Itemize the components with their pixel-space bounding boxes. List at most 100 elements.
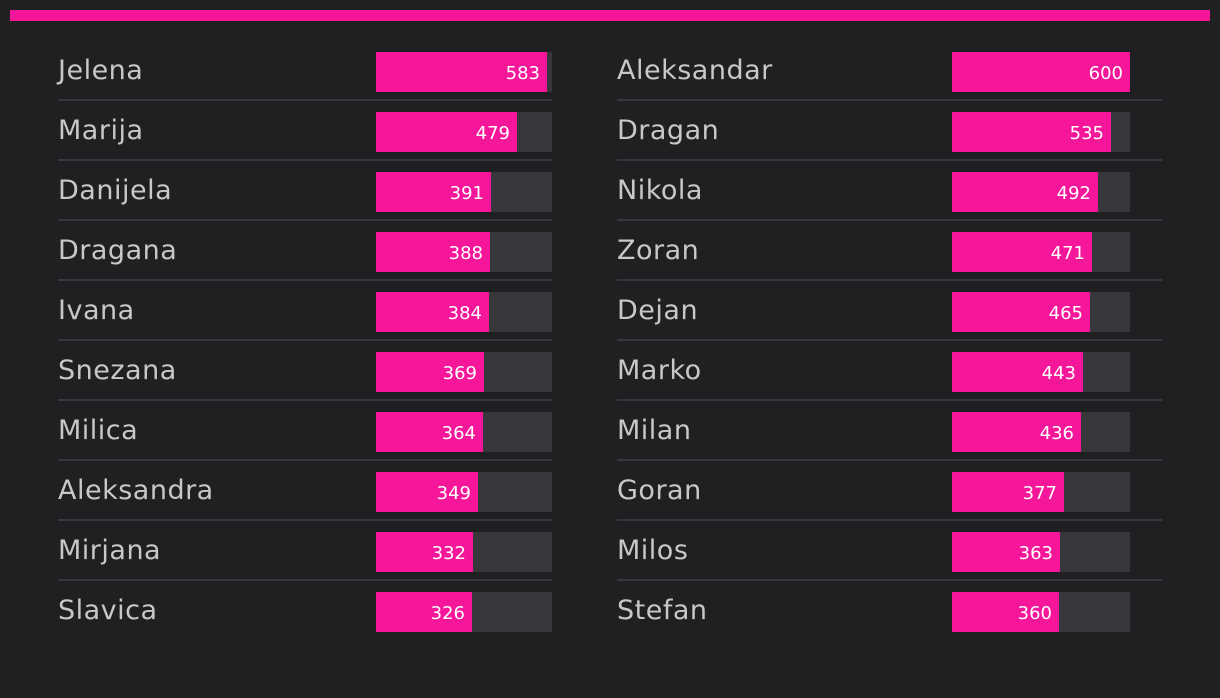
- bar-row: Dejan 465: [617, 281, 1162, 341]
- bar: 388: [376, 232, 490, 272]
- bar-value-label: 349: [436, 483, 471, 504]
- bar-row: Milica 364: [58, 401, 552, 461]
- bar-row: Goran 377: [617, 461, 1162, 521]
- bar-category-label: Dragana: [58, 235, 178, 266]
- bar: 360: [952, 592, 1059, 632]
- bar-category-label: Dragan: [617, 115, 720, 146]
- bar: 369: [376, 352, 484, 392]
- bar: 384: [376, 292, 489, 332]
- bar-value-label: 436: [1039, 423, 1074, 444]
- bar-track: 369: [376, 352, 552, 392]
- bar-category-label: Marko: [617, 355, 702, 386]
- bar-track: 363: [952, 532, 1130, 572]
- bar: 443: [952, 352, 1083, 392]
- bar-row: Milos 363: [617, 521, 1162, 581]
- bar-value-label: 600: [1088, 63, 1123, 84]
- bar: 391: [376, 172, 491, 212]
- bar: 535: [952, 112, 1111, 152]
- bar-row: Zoran 471: [617, 221, 1162, 281]
- bar-category-label: Milan: [617, 415, 692, 446]
- bar-track: 436: [952, 412, 1130, 452]
- bar-track: 492: [952, 172, 1130, 212]
- chart-left-column: Jelena 583 Marija 479 Danijela 391 Dragana 388 I…: [58, 41, 552, 641]
- accent-header-bar: [10, 10, 1210, 21]
- bar-value-label: 535: [1069, 123, 1104, 144]
- bar-track: 583: [376, 52, 552, 92]
- bar-track: 471: [952, 232, 1130, 272]
- bar-value-label: 363: [1018, 543, 1053, 564]
- bar-track: 479: [376, 112, 552, 152]
- bar-value-label: 369: [442, 363, 477, 384]
- bar: 479: [376, 112, 517, 152]
- bar-row: Mirjana 332: [58, 521, 552, 581]
- bar: 492: [952, 172, 1098, 212]
- bar-track: 349: [376, 472, 552, 512]
- bar-category-label: Ivana: [58, 295, 135, 326]
- bar-category-label: Danijela: [58, 175, 173, 206]
- bar-value-label: 391: [449, 183, 484, 204]
- bar-track: 600: [952, 52, 1130, 92]
- bar-track: 391: [376, 172, 552, 212]
- bar-row: Snezana 369: [58, 341, 552, 401]
- bar-category-label: Aleksandar: [617, 55, 773, 86]
- bar-category-label: Mirjana: [58, 535, 162, 566]
- bar-value-label: 471: [1050, 243, 1085, 264]
- bar-track: 326: [376, 592, 552, 632]
- bar-category-label: Nikola: [617, 175, 703, 206]
- bar-row: Slavica 326: [58, 581, 552, 641]
- bar-value-label: 332: [431, 543, 466, 564]
- bar-value-label: 492: [1056, 183, 1091, 204]
- bar-category-label: Aleksandra: [58, 475, 214, 506]
- bar-row: Aleksandra 349: [58, 461, 552, 521]
- bar-value-label: 364: [441, 423, 476, 444]
- bar-row: Dragan 535: [617, 101, 1162, 161]
- bar-track: 388: [376, 232, 552, 272]
- bar-category-label: Stefan: [617, 595, 708, 626]
- chart-right-column: Aleksandar 600 Dragan 535 Nikola 492 Zoran 471 D…: [617, 41, 1162, 641]
- bar-track: 332: [376, 532, 552, 572]
- bar-track: 364: [376, 412, 552, 452]
- bar-track: 384: [376, 292, 552, 332]
- bar-track: 377: [952, 472, 1130, 512]
- bar-value-label: 388: [448, 243, 483, 264]
- bar-row: Stefan 360: [617, 581, 1162, 641]
- bar-value-label: 384: [447, 303, 482, 324]
- bar-value-label: 377: [1022, 483, 1057, 504]
- bar-category-label: Zoran: [617, 235, 700, 266]
- bar-value-label: 326: [430, 603, 465, 624]
- bar-category-label: Milica: [58, 415, 139, 446]
- bar: 436: [952, 412, 1081, 452]
- bar-row: Ivana 384: [58, 281, 552, 341]
- bar-row: Marija 479: [58, 101, 552, 161]
- bar-value-label: 479: [475, 123, 510, 144]
- bar-category-label: Dejan: [617, 295, 699, 326]
- bar-category-label: Slavica: [58, 595, 158, 626]
- bar-value-label: 360: [1017, 603, 1052, 624]
- bar-category-label: Jelena: [58, 55, 144, 86]
- bar-row: Jelena 583: [58, 41, 552, 101]
- bar: 600: [952, 52, 1130, 92]
- bar-row: Nikola 492: [617, 161, 1162, 221]
- bar-category-label: Snezana: [58, 355, 177, 386]
- bar: 364: [376, 412, 483, 452]
- bar: 583: [376, 52, 547, 92]
- bar: 332: [376, 532, 473, 572]
- bar-value-label: 465: [1048, 303, 1083, 324]
- bar-category-label: Marija: [58, 115, 144, 146]
- bar-row: Milan 436: [617, 401, 1162, 461]
- bar: 349: [376, 472, 478, 512]
- bar-track: 535: [952, 112, 1130, 152]
- bar-category-label: Goran: [617, 475, 702, 506]
- bar-track: 443: [952, 352, 1130, 392]
- bar-row: Marko 443: [617, 341, 1162, 401]
- bar-row: Danijela 391: [58, 161, 552, 221]
- bar-row: Aleksandar 600: [617, 41, 1162, 101]
- bar-track: 360: [952, 592, 1130, 632]
- bar-row: Dragana 388: [58, 221, 552, 281]
- bar-track: 465: [952, 292, 1130, 332]
- bar: 465: [952, 292, 1090, 332]
- bar: 363: [952, 532, 1060, 572]
- bar: 377: [952, 472, 1064, 512]
- bar: 471: [952, 232, 1092, 272]
- bar-category-label: Milos: [617, 535, 689, 566]
